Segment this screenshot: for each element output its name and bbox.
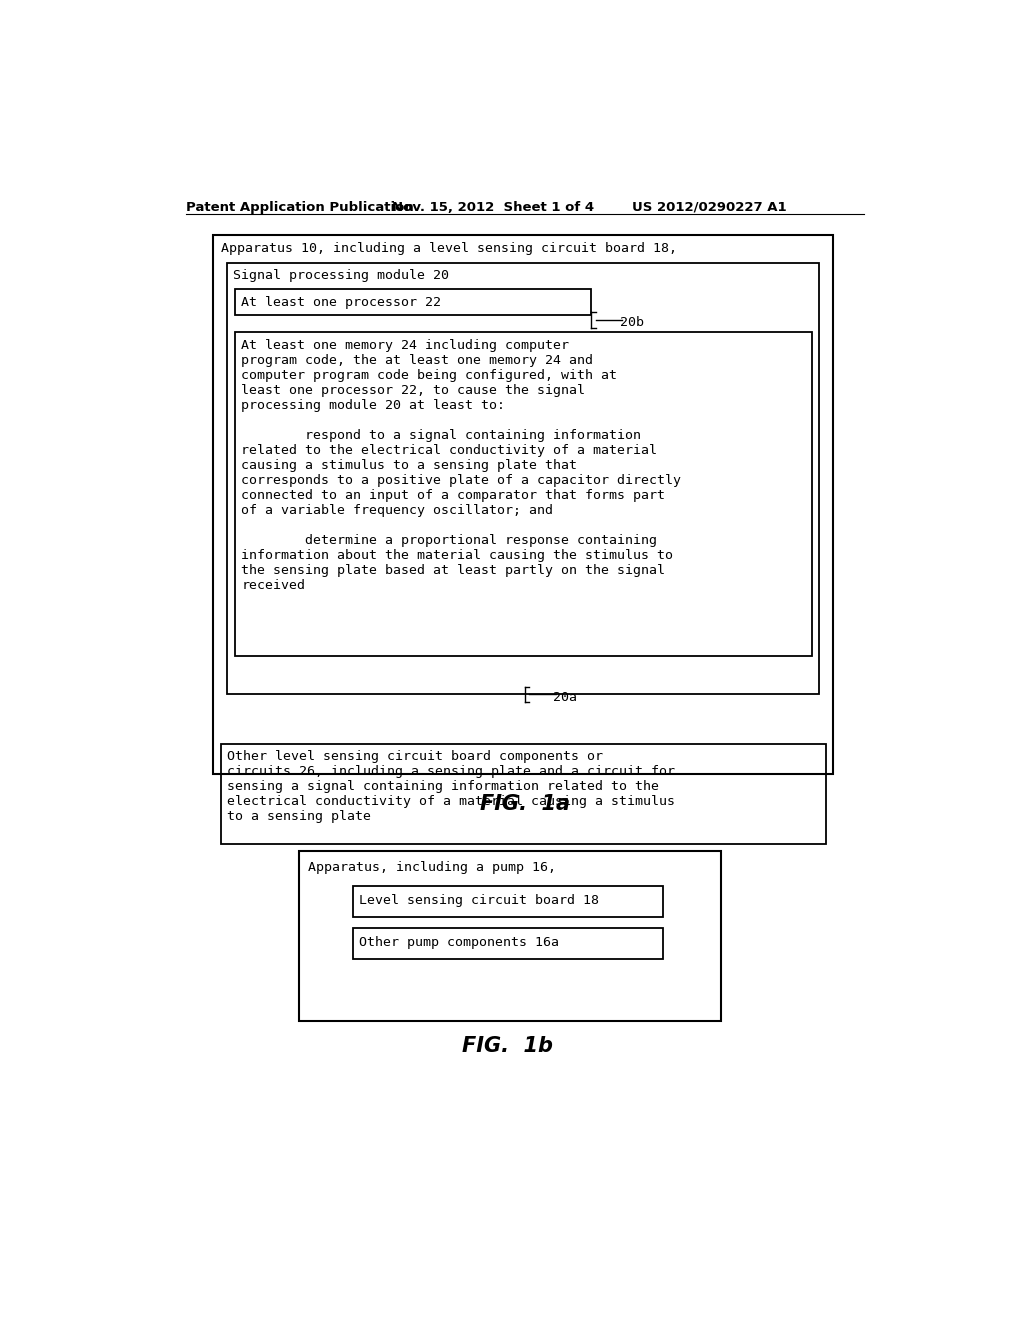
Text: Other pump components 16a: Other pump components 16a — [359, 936, 559, 949]
Bar — [234, 289, 592, 315]
Text: Level sensing circuit board 18: Level sensing circuit board 18 — [359, 894, 599, 907]
Bar — [234, 333, 812, 656]
Bar — [352, 886, 663, 917]
Text: Apparatus 10, including a level sensing circuit board 18,: Apparatus 10, including a level sensing … — [221, 243, 677, 255]
Text: Patent Application Publication: Patent Application Publication — [186, 201, 414, 214]
Text: At least one memory 24 including computer
program code, the at least one memory : At least one memory 24 including compute… — [241, 339, 681, 591]
Text: Other level sensing circuit board components or
circuits 26, including a sensing: Other level sensing circuit board compon… — [227, 750, 675, 822]
Bar — [299, 851, 721, 1020]
Text: Nov. 15, 2012  Sheet 1 of 4: Nov. 15, 2012 Sheet 1 of 4 — [391, 201, 594, 214]
Text: FIG.  1b: FIG. 1b — [462, 1036, 553, 1056]
Bar — [221, 743, 825, 843]
Text: At least one processor 22: At least one processor 22 — [241, 296, 441, 309]
Bar — [352, 928, 663, 960]
Text: 20a: 20a — [554, 692, 578, 705]
Text: FIG.  1a: FIG. 1a — [479, 793, 570, 813]
Bar — [213, 235, 834, 775]
Bar — [227, 263, 819, 694]
Text: US 2012/0290227 A1: US 2012/0290227 A1 — [632, 201, 786, 214]
Text: 20b: 20b — [621, 317, 644, 329]
Text: Signal processing module 20: Signal processing module 20 — [233, 268, 450, 281]
Text: Apparatus, including a pump 16,: Apparatus, including a pump 16, — [308, 861, 556, 874]
